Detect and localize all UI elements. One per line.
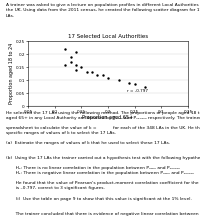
Point (144, 85, 147, 89)
Text: A trainer was asked to give a lecture on population profiles in different Local : A trainer was asked to give a lecture on… (6, 3, 200, 18)
Point (64, 63, 67, 66)
Text: He selected the 17 LAs using the following method. The proportions of people age: He selected the 17 LAs using the followi… (6, 111, 200, 217)
Point (80, 66, 83, 69)
Y-axis label: Proportion aged 18 to 24: Proportion aged 18 to 24 (9, 43, 14, 104)
X-axis label: Proportion aged 65+: Proportion aged 65+ (82, 115, 134, 120)
Title: 17 Selected Local Authorities: 17 Selected Local Authorities (68, 35, 148, 39)
Point (64, 47, 67, 51)
Point (74, 63, 78, 66)
Point (69, 60, 72, 64)
Point (74, 68, 78, 72)
Point (74, 50, 78, 53)
Text: r = -0.797: r = -0.797 (127, 89, 148, 93)
Point (69, 55, 72, 59)
Point (96, 73, 99, 77)
Point (133, 82, 136, 86)
Point (106, 76, 110, 79)
Point (101, 73, 104, 77)
Point (85, 71, 88, 74)
Point (117, 79, 120, 82)
Point (90, 71, 94, 74)
Point (128, 81, 131, 85)
